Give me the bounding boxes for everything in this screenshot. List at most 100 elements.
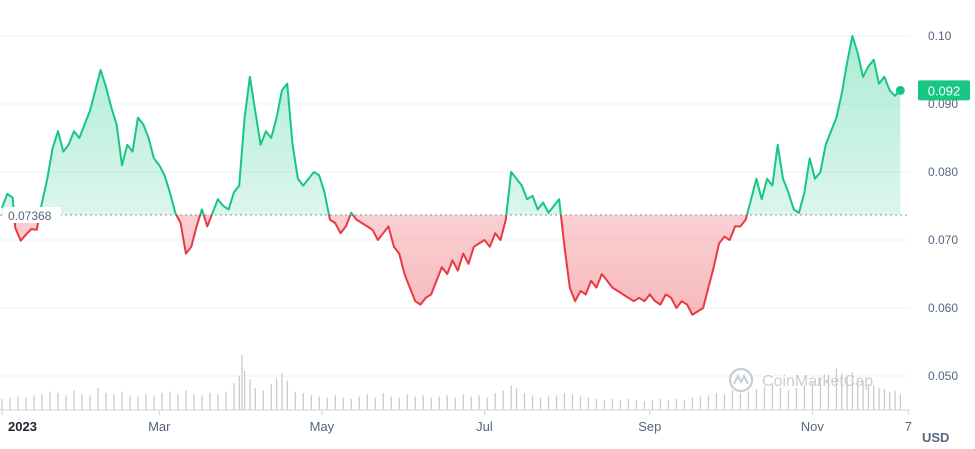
volume-bar xyxy=(899,394,902,410)
volume-bar xyxy=(851,372,854,410)
volume-bar xyxy=(41,394,43,410)
volume-bar xyxy=(302,392,304,410)
y-tick-label: 0.090 xyxy=(928,97,958,111)
volume-bar xyxy=(89,395,91,410)
volume-bar xyxy=(643,401,646,410)
coinmarketcap-logo-icon xyxy=(728,367,754,393)
volume-bar xyxy=(723,394,726,410)
volume-bar xyxy=(177,394,179,410)
volume-bar xyxy=(225,391,227,410)
volume-bar xyxy=(539,397,542,410)
y-tick-label: 0.10 xyxy=(928,29,952,43)
volume-bar xyxy=(238,375,240,410)
volume-bar xyxy=(846,377,848,410)
volume-bar xyxy=(547,396,550,410)
volume-bar xyxy=(193,394,195,410)
volume-bar xyxy=(81,394,83,410)
volume-bar xyxy=(25,397,27,410)
area-below-baseline xyxy=(2,214,901,315)
x-tick-label: Mar xyxy=(148,419,171,434)
volume-bar xyxy=(811,381,814,410)
volume-bar xyxy=(185,390,187,410)
current-price-dot[interactable] xyxy=(895,85,905,95)
volume-bar xyxy=(366,394,368,410)
volume-bar xyxy=(795,388,798,410)
volume-bar xyxy=(747,391,750,410)
volume-bar xyxy=(691,397,694,410)
y-axis: 0.050 0.060 0.070 0.080 0.090 0.10 xyxy=(928,29,958,383)
volume-bar xyxy=(310,395,312,410)
volume-bar xyxy=(683,400,686,410)
volume-bar xyxy=(243,370,246,410)
volume-bar xyxy=(97,388,99,410)
volume-bar xyxy=(667,400,670,410)
volume-bar xyxy=(857,378,859,410)
volume-bar xyxy=(731,390,734,410)
volume-bar xyxy=(334,395,336,410)
volume-bar xyxy=(270,384,272,410)
volume-bar xyxy=(406,394,408,410)
volume-bar xyxy=(819,378,822,410)
y-tick-label: 0.060 xyxy=(928,301,958,315)
y-tick-label: 0.050 xyxy=(928,369,958,383)
volume-bar xyxy=(113,394,115,410)
volume-bar xyxy=(241,355,243,410)
volume-bar xyxy=(286,380,288,410)
volume-bar xyxy=(889,391,891,410)
volume-bar xyxy=(651,400,654,410)
volume-bar xyxy=(515,388,518,410)
volume-bar xyxy=(675,399,678,410)
volume-bar xyxy=(9,397,11,410)
volume-bar xyxy=(803,385,806,410)
x-tick-label: Nov xyxy=(801,419,825,434)
volume-bar xyxy=(867,384,870,410)
volume-bar xyxy=(635,400,638,410)
volume-bar xyxy=(350,399,352,410)
volume-bar xyxy=(699,396,702,410)
volume-bar xyxy=(275,378,278,410)
price-line xyxy=(1,35,902,316)
volume-bar xyxy=(422,395,424,410)
x-tick-label: Sep xyxy=(638,419,661,434)
volume-bar xyxy=(233,383,235,410)
volume-bar xyxy=(595,399,598,410)
volume-bar xyxy=(209,392,211,410)
volume-bar xyxy=(153,395,155,410)
volume-bar xyxy=(326,397,328,410)
volume-bar xyxy=(430,397,432,410)
volume-bar xyxy=(49,391,51,410)
current-price-label: 0.092 xyxy=(918,80,970,101)
volume-bar xyxy=(603,400,606,410)
volume-bar xyxy=(454,397,456,410)
volume-bar xyxy=(531,395,534,410)
x-axis: 2023 Mar May Jul Sep Nov 7 xyxy=(1,410,912,434)
volume-bar xyxy=(619,400,622,410)
volume-bar xyxy=(587,397,590,410)
volume-bar xyxy=(33,395,35,410)
volume-bar xyxy=(563,392,566,410)
volume-bar xyxy=(1,399,3,410)
volume-bar xyxy=(779,388,782,410)
volume-bar xyxy=(281,373,283,410)
volume-bar xyxy=(145,394,147,410)
volume-bars xyxy=(1,355,902,410)
volume-bar xyxy=(571,394,574,410)
volume-bar xyxy=(787,390,790,410)
volume-bar xyxy=(129,395,131,410)
volume-bar xyxy=(73,390,75,410)
volume-bar xyxy=(827,374,830,410)
volume-bar xyxy=(627,399,630,410)
volume-bar xyxy=(342,397,344,410)
volume-bar xyxy=(201,395,203,410)
volume-bar xyxy=(739,392,742,410)
volume-bar xyxy=(462,394,464,410)
volume-bar xyxy=(862,380,864,410)
y-tick-label: 0.080 xyxy=(928,165,958,179)
price-line-down xyxy=(13,214,748,316)
volume-bar xyxy=(502,390,504,410)
volume-bar xyxy=(494,392,496,410)
volume-bar xyxy=(17,396,19,410)
volume-bar xyxy=(894,390,896,410)
